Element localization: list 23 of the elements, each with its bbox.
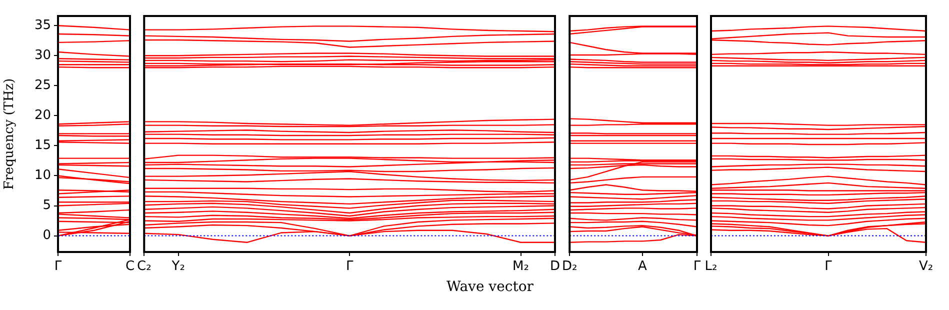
y-tick-label: 20 — [34, 108, 51, 124]
x-tick-label: M₂ — [512, 259, 529, 274]
y-tick-label: 25 — [34, 78, 51, 94]
x-tick-label: D₂ — [562, 259, 578, 274]
x-tick-label: Γ — [346, 259, 354, 274]
y-axis-title: Frequency (THz) — [2, 78, 18, 190]
x-tick-label: C₂ — [136, 259, 152, 274]
x-tick-label: Γ — [54, 259, 62, 274]
y-tick-label: 0 — [42, 228, 51, 244]
x-tick-label: C — [125, 259, 135, 274]
y-tick-label: 15 — [34, 138, 51, 154]
x-tick-label: A — [638, 259, 647, 274]
x-tick-label: L₂ — [704, 259, 718, 274]
x-tick-label: Γ — [824, 259, 833, 274]
y-tick-label: 10 — [34, 168, 51, 184]
y-tick-label: 35 — [34, 18, 51, 33]
y-tick-label: 30 — [34, 48, 51, 64]
x-tick-label: D — [550, 259, 560, 274]
x-tick-label: Y₂ — [170, 259, 185, 274]
x-tick-label: V₂ — [918, 259, 934, 274]
x-tick-label: Γ — [693, 259, 702, 274]
y-tick-label: 5 — [42, 198, 51, 214]
x-axis-title: Wave vector — [446, 279, 534, 295]
